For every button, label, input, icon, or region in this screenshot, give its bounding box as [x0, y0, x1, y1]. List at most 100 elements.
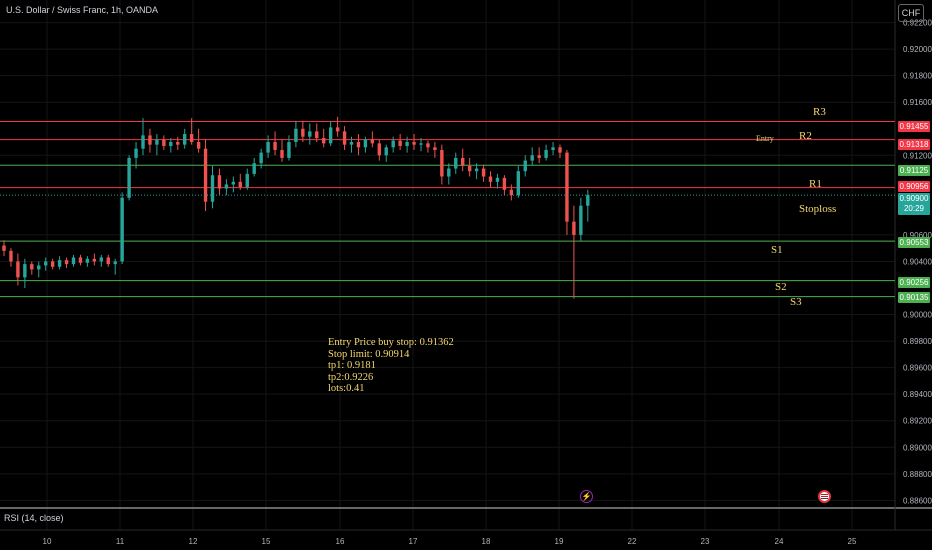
y-tick-label: 0.90600: [903, 231, 932, 240]
lightning-event-icon[interactable]: ⚡: [580, 490, 593, 503]
candle-body: [64, 260, 69, 265]
candle-body: [377, 143, 381, 156]
candle-body: [523, 160, 527, 172]
candle-body: [322, 138, 326, 144]
candle-body: [210, 175, 215, 202]
candle-body: [50, 261, 55, 267]
y-tick-label: 0.88800: [903, 470, 932, 479]
candle-body: [224, 184, 229, 189]
candle-body: [391, 140, 395, 148]
candle-body: [287, 142, 291, 158]
candle-body: [266, 142, 270, 153]
currency-button[interactable]: CHF: [898, 4, 924, 22]
candle-body: [183, 134, 187, 145]
y-tick-label: 0.91800: [903, 72, 932, 81]
candle-body: [120, 197, 124, 262]
candle-body: [44, 261, 48, 266]
candle-body: [412, 142, 416, 145]
candle-body: [342, 131, 347, 145]
candle-body: [78, 257, 83, 263]
level-label-s1: S1: [771, 244, 783, 256]
x-tick-label: 24: [775, 537, 784, 546]
y-tick-label: 0.92000: [903, 45, 932, 54]
price-tag-s1: 0.90553: [898, 237, 930, 248]
candle-body: [169, 142, 173, 146]
candle-body: [370, 139, 375, 144]
candle-body: [419, 143, 423, 145]
candle-body: [85, 258, 90, 263]
level-label-r1: R1: [809, 178, 822, 190]
note-stop-limit: Stop limit: 0.90914: [328, 348, 410, 360]
candle-body: [30, 264, 34, 270]
x-tick-label: 18: [482, 537, 491, 546]
chart-title: U.S. Dollar / Swiss Franc, 1h, OANDA: [6, 5, 159, 15]
candle-body: [551, 147, 555, 150]
candle-body: [405, 142, 409, 146]
price-tag-r2: 0.91318: [898, 139, 930, 150]
x-tick-label: 17: [409, 537, 418, 546]
y-tick-label: 0.89000: [903, 443, 932, 452]
rsi-indicator-label[interactable]: RSI (14, close): [4, 513, 64, 523]
candle-body: [433, 147, 437, 150]
candle-body: [16, 261, 20, 278]
candle-body: [328, 127, 333, 144]
candle-body: [252, 163, 256, 174]
us-flag-event-icon[interactable]: [818, 490, 831, 503]
candle-body: [454, 157, 458, 169]
x-tick-label: 16: [336, 537, 345, 546]
price-tag-s3: 0.90135: [898, 292, 930, 303]
candle-body: [440, 149, 444, 177]
candle-body: [315, 131, 319, 139]
y-tick-label: 0.89600: [903, 364, 932, 373]
trade-notes: Entry Price buy stop: 0.91362 Stop limit…: [328, 337, 454, 395]
candle-body: [148, 135, 152, 145]
y-tick-label: 0.90400: [903, 257, 932, 266]
x-tick-label: 22: [628, 537, 637, 546]
y-tick-label: 0.89200: [903, 417, 932, 426]
candle-body: [273, 142, 277, 150]
candle-body: [238, 181, 242, 188]
candle-body: [141, 135, 145, 149]
candle-body: [516, 171, 520, 196]
candle-body: [280, 149, 284, 158]
candle-body: [356, 142, 361, 148]
candle-body: [474, 168, 479, 172]
level-label-r3: R3: [813, 106, 826, 118]
candle-body: [509, 189, 514, 196]
x-tick-label: 15: [262, 537, 271, 546]
candle-body: [189, 134, 194, 143]
candle-body: [203, 148, 208, 202]
x-tick-label: 10: [43, 537, 52, 546]
candle-body: [384, 147, 388, 156]
candle-body: [565, 152, 569, 222]
level-label-entry: Entry: [756, 134, 774, 143]
x-tick-label: 19: [555, 537, 564, 546]
candle-body: [335, 127, 340, 132]
note-entry-price: Entry Price buy stop: 0.91362: [328, 337, 454, 348]
candle-body: [467, 165, 472, 172]
price-tag-r3: 0.91455: [898, 121, 930, 132]
candle-body: [426, 143, 430, 148]
candle-body: [162, 139, 166, 146]
candle-body: [349, 142, 354, 145]
candle-body: [544, 149, 548, 158]
candle-body: [398, 140, 402, 146]
candle-body: [572, 221, 576, 235]
y-tick-label: 0.92200: [903, 19, 932, 28]
candle-body: [134, 148, 138, 158]
candle-body: [217, 175, 222, 189]
candle-body: [461, 157, 465, 166]
x-tick-label: 25: [848, 537, 857, 546]
candle-body: [558, 147, 562, 153]
candle-body: [196, 142, 201, 149]
candle-body: [502, 177, 507, 190]
current-price: 0.90900: [899, 194, 929, 203]
level-label-r2: R2: [799, 130, 812, 142]
y-tick-label: 0.89400: [903, 390, 932, 399]
candle-body: [57, 260, 62, 267]
candle-body: [579, 205, 583, 235]
y-tick-label: 0.90000: [903, 311, 932, 320]
candle-body: [488, 176, 493, 182]
note-tp2: tp2:0.9226: [328, 371, 374, 383]
